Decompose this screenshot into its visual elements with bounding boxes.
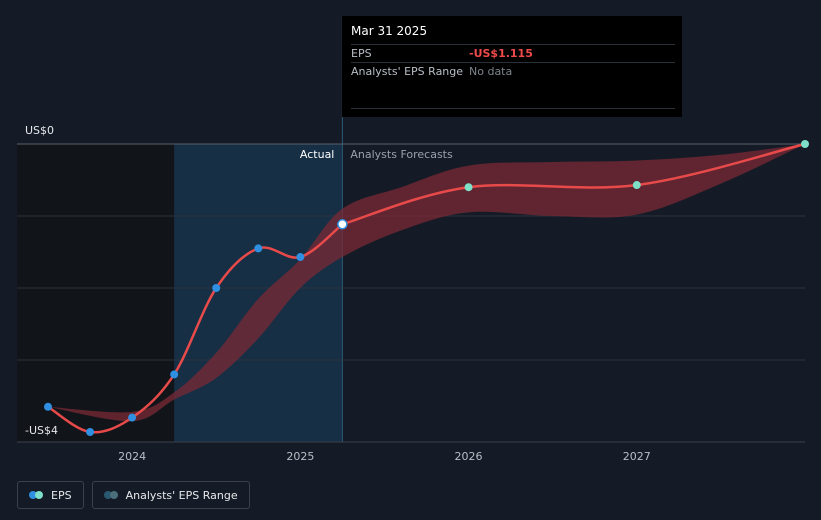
eps-tooltip: Mar 31 2025 EPS -US$1.115 Analysts' EPS … [342, 16, 682, 117]
forecast-eps-point [801, 140, 809, 148]
eps-range-band [48, 144, 805, 422]
legend-range-button[interactable]: Analysts' EPS Range [91, 481, 250, 509]
x-tick-label: 2024 [118, 450, 146, 463]
actual-eps-point [296, 253, 305, 262]
x-tick-label: 2027 [623, 450, 651, 463]
forecast-eps-line [342, 142, 806, 226]
actual-eps-point [170, 370, 179, 379]
past-region [17, 144, 175, 442]
actual-eps-point [128, 413, 137, 422]
tooltip-date: Mar 31 2025 [351, 24, 428, 38]
actual-region [174, 144, 343, 442]
tooltip-range-row: Analysts' EPS Range No data [351, 62, 675, 80]
forecast-label: Analysts Forecasts [350, 148, 453, 161]
tooltip-divider [351, 108, 675, 109]
legend-range-label: Analysts' EPS Range [125, 488, 238, 502]
chart-legend: EPS Analysts' EPS Range [17, 481, 250, 509]
tooltip-eps-value: -US$1.115 [469, 47, 533, 60]
actual-eps-point [212, 284, 221, 292]
actual-eps-point [337, 219, 348, 230]
actual-eps-point [44, 402, 52, 411]
y-axis-top-label: US$0 [25, 124, 54, 137]
forecast-eps-point [632, 181, 641, 190]
actual-eps-line [47, 223, 344, 434]
actual-eps-point [86, 428, 95, 436]
tooltip-eps-label: EPS [351, 47, 372, 60]
tooltip-eps-row: EPS -US$1.115 [351, 44, 675, 62]
forecast-eps-point [464, 183, 473, 192]
x-tick-label: 2026 [455, 450, 483, 463]
tooltip-range-label: Analysts' EPS Range [351, 65, 464, 78]
y-axis-bottom-label: -US$4 [25, 424, 58, 437]
x-tick-label: 2025 [286, 450, 314, 463]
actual-label: Actual [300, 148, 334, 161]
range-legend-icon [103, 491, 118, 499]
legend-eps-label: EPS [51, 488, 72, 502]
tooltip-range-value: No data [469, 65, 513, 78]
eps-legend-icon [29, 491, 43, 499]
actual-eps-point [254, 244, 263, 253]
legend-eps-button[interactable]: EPS [17, 481, 84, 509]
